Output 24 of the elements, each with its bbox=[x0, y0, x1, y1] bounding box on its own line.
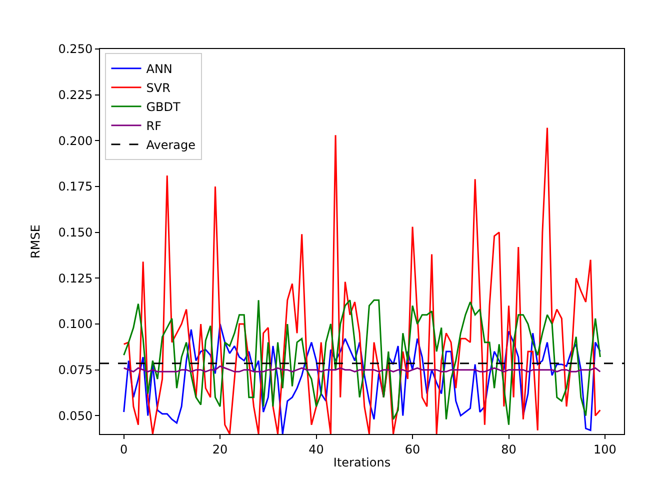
y-tick-label: 0.150 bbox=[58, 226, 93, 240]
x-axis-title: Iterations bbox=[333, 455, 391, 470]
y-tick-label: 0.125 bbox=[58, 271, 93, 286]
x-tick-label: 40 bbox=[308, 442, 324, 456]
y-axis-title: RMSE bbox=[28, 224, 43, 258]
y-tick-label: 0.200 bbox=[58, 134, 93, 148]
legend-label: RF bbox=[146, 119, 162, 134]
y-tick-label: 0.250 bbox=[58, 42, 93, 56]
x-tick-label: 20 bbox=[212, 442, 228, 456]
y-tick-label: 0.225 bbox=[58, 88, 93, 102]
line-series bbox=[123, 299, 601, 426]
line-series bbox=[123, 323, 601, 434]
legend-label: SVR bbox=[146, 81, 170, 96]
x-tick-label: 60 bbox=[404, 442, 420, 456]
y-tick-label: 0.175 bbox=[58, 180, 93, 194]
legend-label: ANN bbox=[146, 62, 172, 76]
y-tick-label: 0.050 bbox=[58, 408, 93, 423]
y-tick-label: 0.100 bbox=[58, 317, 93, 332]
legend-label: GBDT bbox=[146, 100, 182, 114]
x-tick-label: 100 bbox=[594, 442, 616, 456]
x-tick-label: 80 bbox=[501, 442, 516, 456]
y-tick-label: 0.075 bbox=[58, 363, 93, 378]
x-tick-label: 0 bbox=[120, 442, 128, 456]
legend-label: Average bbox=[146, 138, 196, 152]
